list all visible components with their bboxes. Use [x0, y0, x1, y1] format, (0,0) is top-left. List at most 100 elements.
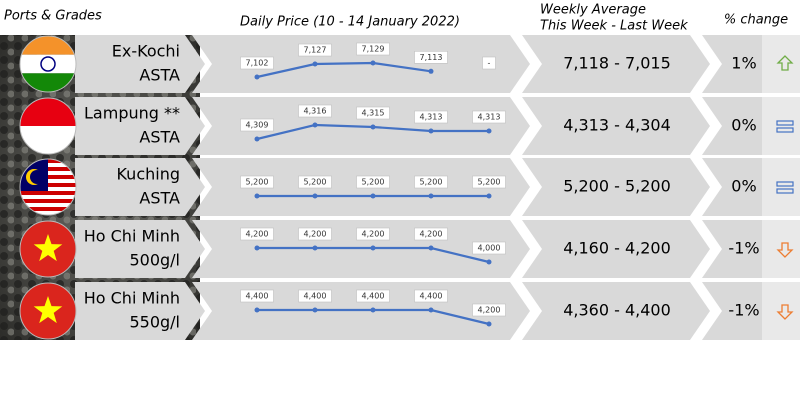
price-point: [428, 307, 434, 313]
price-label: 4,313: [478, 113, 501, 122]
price-point: [312, 122, 318, 128]
price-label-box: [240, 227, 274, 241]
flag-stripe: [20, 199, 76, 203]
grade-name: ASTA: [139, 66, 180, 85]
price-point: [428, 245, 434, 251]
trend-flat-icon: [776, 127, 794, 133]
price-label-box: [298, 289, 332, 303]
price-label: 4,309: [246, 121, 269, 130]
icon-cell: [762, 158, 800, 216]
price-label: 7,102: [246, 59, 269, 68]
price-point: [312, 307, 318, 313]
price-label-box: [356, 227, 390, 241]
price-point: [428, 68, 434, 74]
flag-star: [33, 296, 63, 324]
change-cell: [702, 282, 762, 340]
flag-stripe: [20, 191, 76, 195]
price-label: 4,313: [420, 113, 443, 122]
grade-name: ASTA: [139, 128, 180, 147]
trend-flat-icon: [776, 188, 794, 194]
weekly-average: 4,160 - 4,200: [563, 239, 671, 258]
price-label-box: [414, 289, 448, 303]
flag-border: [19, 220, 77, 278]
flag-stripe: [20, 195, 76, 199]
flag-image: [20, 36, 76, 92]
weekly-cell: [522, 282, 710, 340]
name-cell: [75, 35, 205, 93]
price-label: 4,200: [420, 230, 443, 239]
price-point: [370, 60, 376, 66]
flag-image: [20, 159, 76, 215]
port-name: Kuching: [116, 165, 180, 184]
port-name: Lampung **: [84, 104, 180, 123]
header-change: % change: [724, 13, 788, 28]
port-name: Ho Chi Minh: [84, 289, 180, 308]
price-point: [312, 193, 318, 199]
percent-change: 1%: [731, 54, 756, 73]
icon-cell: [762, 282, 800, 340]
weekly-average: 7,118 - 7,015: [563, 54, 671, 73]
price-label: 4,400: [362, 292, 385, 301]
change-cell: [702, 35, 762, 93]
price-label: 4,000: [478, 244, 501, 253]
price-label-box: [472, 303, 506, 317]
price-point: [312, 61, 318, 67]
weekly-average: 4,313 - 4,304: [563, 116, 671, 135]
header-weekly-sub: This Week - Last Week: [540, 19, 688, 34]
price-label-box: [240, 289, 274, 303]
price-point: [370, 193, 376, 199]
weekly-average: 5,200 - 5,200: [563, 177, 671, 196]
flag-band: [20, 36, 76, 55]
price-point: [254, 307, 260, 313]
price-label: 7,127: [304, 46, 327, 55]
weekly-average: 4,360 - 4,400: [563, 301, 671, 320]
trend-flat-icon: [776, 181, 794, 187]
header-weekly: Weekly Average: [540, 3, 646, 18]
grade-name: 500g/l: [129, 251, 180, 270]
price-label-box: [472, 175, 506, 189]
price-label: 7,113: [420, 53, 443, 62]
change-cell: [702, 158, 762, 216]
grade-name: ASTA: [139, 189, 180, 208]
flag-stripe: [20, 203, 76, 207]
price-point: [312, 245, 318, 251]
change-cell: [702, 97, 762, 155]
price-point: [254, 136, 260, 142]
flag-border: [19, 35, 77, 93]
flag-band: [20, 73, 76, 92]
flag-moon-cut: [30, 170, 44, 184]
price-label: 5,200: [478, 178, 501, 187]
name-cell: [75, 158, 205, 216]
name-cell: [75, 97, 205, 155]
price-label: 4,200: [246, 230, 269, 239]
flag-band: [20, 54, 76, 74]
price-label-box: [356, 175, 390, 189]
percent-change: -1%: [728, 301, 759, 320]
flag: [19, 158, 77, 216]
price-label: 4,200: [478, 306, 501, 315]
price-point: [370, 124, 376, 130]
price-label-box: [414, 175, 448, 189]
percent-change: 0%: [731, 177, 756, 196]
price-line: [256, 61, 432, 79]
weekly-cell: [522, 220, 710, 278]
price-label-box: [356, 106, 390, 120]
price-label-box: [472, 110, 506, 124]
price-label-box: [240, 118, 274, 132]
price-label-box: [414, 110, 448, 124]
flag-image: [20, 283, 76, 339]
header-ports: Ports & Grades: [4, 9, 102, 24]
flag-stripe: [20, 211, 76, 215]
price-label: 4,315: [362, 109, 385, 118]
name-cell: [75, 220, 205, 278]
price-point: [254, 193, 260, 199]
weekly-cell: [522, 158, 710, 216]
price-label-box: [414, 50, 448, 64]
price-point: [254, 74, 260, 80]
price-point: [428, 128, 434, 134]
weekly-cell: [522, 35, 710, 93]
flag: [19, 97, 77, 155]
price-label-box: [298, 227, 332, 241]
price-label: 4,200: [304, 230, 327, 239]
